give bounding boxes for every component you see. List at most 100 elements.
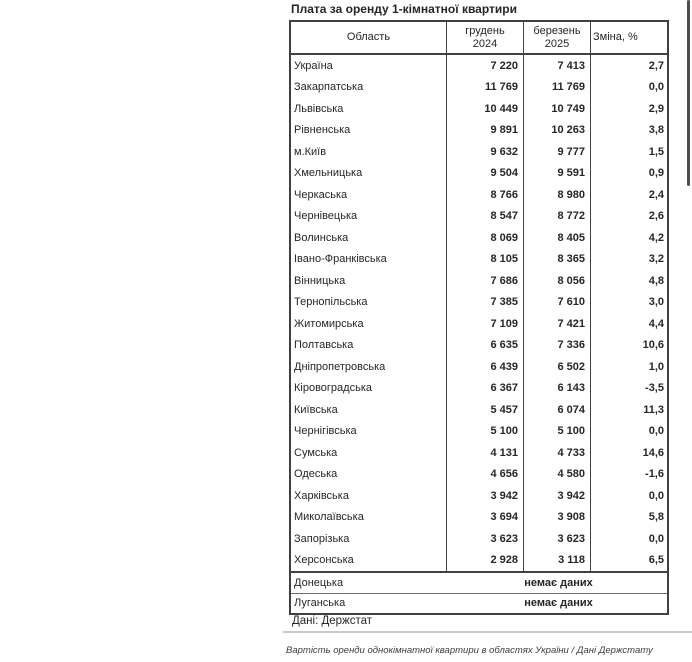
no-data-label: немає даних (524, 597, 593, 610)
region-name: Тернопільська (291, 291, 447, 313)
table-row: Львівська 10 449 10 749 2,9 (291, 98, 667, 120)
table-row: Вінницька 7 686 8 056 4,8 (291, 270, 667, 292)
value-change-pct: 3,8 (648, 124, 664, 137)
value-change-pct: 0,0 (648, 81, 664, 94)
table-row: Харківська 3 942 3 942 0,0 (291, 485, 667, 507)
table-row: Херсонська 2 928 3 118 6,5 (291, 549, 667, 571)
value-december-2024: 9 504 (447, 162, 524, 184)
table-row: м.Київ 9 632 9 777 1,5 (291, 141, 667, 163)
table-row: Закарпатська 11 769 11 769 0,0 (291, 76, 667, 98)
region-name: Запорізька (291, 528, 447, 550)
region-name: Херсонська (291, 549, 447, 571)
value-change-pct: 3,2 (648, 253, 664, 266)
region-name: Житомирська (291, 313, 447, 335)
value-change-pct: 0,0 (648, 532, 664, 545)
value-march-2025: 6 074 (524, 399, 591, 421)
region-name: Дніпропетровська (291, 356, 447, 378)
value-december-2024: 2 928 (447, 549, 524, 571)
source-note: Дані: Держстат (292, 615, 373, 627)
value-december-2024: 4 131 (447, 442, 524, 464)
value-change-pct: -3,5 (645, 382, 664, 395)
region-name: Харківська (291, 485, 447, 507)
table-row: Івано-Франківська 8 105 8 365 3,2 (291, 248, 667, 270)
table-row: Полтавська 6 635 7 336 10,6 (291, 334, 667, 356)
value-march-2025: 8 365 (524, 248, 591, 270)
value-change-pct: 14,6 (642, 446, 664, 459)
region-name: Хмельницька (291, 162, 447, 184)
value-december-2024: 8 766 (447, 184, 524, 206)
table-row: Одеська 4 656 4 580 -1,6 (291, 463, 667, 485)
region-name: Рівненська (291, 119, 447, 141)
value-december-2024: 3 694 (447, 506, 524, 528)
value-change-pct: 2,6 (648, 210, 664, 223)
no-data-label: немає даних (524, 576, 593, 589)
value-december-2024: 7 220 (447, 55, 524, 77)
value-december-2024: 5 457 (447, 399, 524, 421)
value-december-2024: 4 656 (447, 463, 524, 485)
region-name: Луганська (294, 597, 346, 610)
value-change-pct: -1,6 (645, 468, 664, 481)
value-march-2025: 8 980 (524, 184, 591, 206)
value-march-2025: 7 610 (524, 291, 591, 313)
table-row: Тернопільська 7 385 7 610 3,0 (291, 291, 667, 313)
value-march-2025: 3 118 (524, 549, 591, 571)
table-row: Київська 5 457 6 074 11,3 (291, 399, 667, 421)
value-march-2025: 7 336 (524, 334, 591, 356)
region-name: Донецька (294, 576, 344, 589)
region-name: Львівська (291, 98, 447, 120)
table-row: Кіровоградська 6 367 6 143 -3,5 (291, 377, 667, 399)
value-change-pct: 1,5 (648, 145, 664, 158)
value-change-pct: 0,0 (648, 489, 664, 502)
table-title: Плата за оренду 1-кімнатної квартири (291, 2, 517, 16)
value-change-pct: 5,8 (648, 511, 664, 524)
region-name: Одеська (291, 463, 447, 485)
value-change-pct: 0,0 (648, 425, 664, 438)
scrollbar-thumb[interactable] (687, 0, 690, 186)
value-march-2025: 3 908 (524, 506, 591, 528)
value-december-2024: 8 105 (447, 248, 524, 270)
table-row: Запорізька 3 623 3 623 0,0 (291, 528, 667, 550)
region-name: Полтавська (291, 334, 447, 356)
region-name: Закарпатська (291, 76, 447, 98)
value-march-2025: 3 942 (524, 485, 591, 507)
table-row: Чернівецька 8 547 8 772 2,6 (291, 205, 667, 227)
value-december-2024: 11 769 (447, 76, 524, 98)
value-march-2025: 9 591 (524, 162, 591, 184)
value-december-2024: 8 547 (447, 205, 524, 227)
value-december-2024: 6 367 (447, 377, 524, 399)
value-change-pct: 4,4 (648, 317, 664, 330)
value-change-pct: 2,9 (648, 102, 664, 115)
col-header-change-pct: Зміна, % (593, 31, 638, 43)
region-name: Сумська (291, 442, 447, 464)
region-name: м.Київ (291, 141, 447, 163)
no-data-row: Донецька немає даних (291, 573, 667, 593)
value-change-pct: 2,7 (648, 59, 664, 72)
value-change-pct: 6,5 (648, 554, 664, 567)
table-body: Україна 7 220 7 413 2,7 Закарпатська 11 769 11… (291, 55, 667, 571)
col-header-march-2025: березень 2025 (524, 22, 591, 53)
value-change-pct: 4,2 (648, 231, 664, 244)
col-header-year: 2025 (544, 37, 570, 50)
value-march-2025: 8 772 (524, 205, 591, 227)
value-march-2025: 7 413 (524, 55, 591, 77)
table-row: Чернігівська 5 100 5 100 0,0 (291, 420, 667, 442)
table-row: Дніпропетровська 6 439 6 502 1,0 (291, 356, 667, 378)
table-row: Волинська 8 069 8 405 4,2 (291, 227, 667, 249)
region-name: Чернівецька (291, 205, 447, 227)
value-march-2025: 7 421 (524, 313, 591, 335)
value-december-2024: 7 385 (447, 291, 524, 313)
value-march-2025: 10 263 (524, 119, 591, 141)
region-name: Івано-Франківська (291, 248, 447, 270)
value-december-2024: 9 891 (447, 119, 524, 141)
col-header-december-2024: грудень 2024 (447, 22, 524, 53)
table-row: Хмельницька 9 504 9 591 0,9 (291, 162, 667, 184)
value-change-pct: 10,6 (642, 339, 664, 352)
value-march-2025: 8 405 (524, 227, 591, 249)
image-caption: Вартість оренди однокімнатної квартири в… (286, 645, 653, 656)
rent-table: Область грудень 2024 березень 2025 Зміна… (289, 20, 669, 615)
value-march-2025: 11 769 (524, 76, 591, 98)
col-header-region: Область (291, 22, 447, 53)
value-december-2024: 5 100 (447, 420, 524, 442)
value-december-2024: 7 686 (447, 270, 524, 292)
